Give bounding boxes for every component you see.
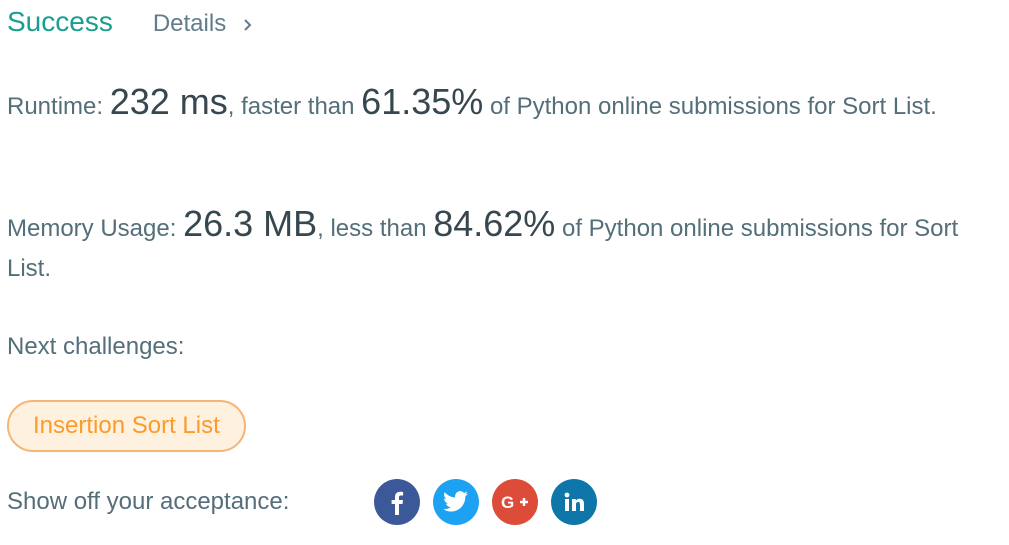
runtime-percent: 61.35%	[361, 81, 484, 122]
memory-stats: Memory Usage: 26.3 MB, less than 84.62% …	[7, 204, 1002, 289]
twitter-share-button[interactable]	[433, 479, 479, 525]
challenge-button-insertion-sort-list[interactable]: Insertion Sort List	[7, 400, 246, 452]
twitter-icon	[443, 491, 468, 512]
status-label: Success	[7, 6, 113, 37]
facebook-icon	[391, 491, 404, 515]
memory-label: Memory Usage:	[7, 215, 184, 242]
chevron-right-icon	[244, 19, 252, 31]
google-plus-icon: G	[501, 493, 528, 512]
memory-value: 26.3 MB	[183, 203, 318, 244]
memory-suffix: of Python online submissions for Sort Li…	[7, 215, 959, 282]
share-row: Show off your acceptance: G	[7, 478, 610, 526]
result-header: Success Details	[7, 6, 256, 38]
memory-percent: 84.62%	[433, 203, 556, 244]
memory-mid-text: , less than	[317, 215, 434, 242]
runtime-mid-text: , faster than	[227, 93, 362, 120]
linkedin-share-button[interactable]	[551, 479, 597, 525]
google-plus-share-button[interactable]: G	[492, 479, 538, 525]
runtime-value: 232 ms	[109, 81, 228, 122]
linkedin-icon	[564, 492, 584, 511]
runtime-suffix: of Python online submissions for Sort Li…	[483, 93, 937, 120]
svg-text:G: G	[501, 493, 514, 512]
details-link[interactable]: Details	[153, 10, 256, 38]
details-label: Details	[152, 10, 227, 37]
runtime-label: Runtime:	[7, 93, 110, 120]
share-label: Show off your acceptance:	[7, 488, 290, 515]
facebook-share-button[interactable]	[374, 479, 420, 525]
next-challenges-label: Next challenges:	[7, 333, 185, 360]
runtime-stats: Runtime: 232 ms, faster than 61.35% of P…	[7, 82, 1002, 127]
